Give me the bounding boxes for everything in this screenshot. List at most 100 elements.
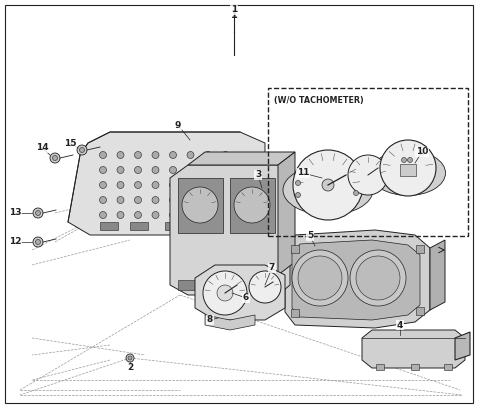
Circle shape (298, 256, 342, 300)
Circle shape (152, 166, 159, 173)
Bar (411, 364, 419, 370)
Polygon shape (285, 230, 430, 328)
Text: 1: 1 (230, 10, 238, 20)
Circle shape (322, 179, 334, 191)
Bar (268, 88, 468, 236)
Circle shape (187, 196, 194, 203)
Text: 10: 10 (416, 148, 428, 157)
Circle shape (169, 196, 177, 203)
Circle shape (203, 271, 247, 315)
Text: 3: 3 (255, 171, 261, 180)
Text: 7: 7 (269, 263, 275, 272)
Ellipse shape (283, 165, 373, 215)
Circle shape (152, 196, 159, 203)
Circle shape (117, 212, 124, 219)
Circle shape (117, 196, 124, 203)
Polygon shape (292, 240, 420, 320)
Circle shape (99, 182, 107, 189)
Circle shape (293, 150, 363, 220)
Circle shape (169, 212, 177, 219)
Circle shape (117, 182, 124, 189)
Text: 6: 6 (243, 293, 249, 302)
Text: 5: 5 (307, 231, 313, 240)
Text: 12: 12 (9, 238, 21, 247)
Text: (W/O TACHOMETER): (W/O TACHOMETER) (274, 95, 364, 104)
Circle shape (169, 152, 177, 159)
Circle shape (356, 256, 400, 300)
Circle shape (152, 182, 159, 189)
Bar (291, 245, 299, 253)
Circle shape (33, 208, 43, 218)
Circle shape (222, 182, 229, 189)
Circle shape (182, 187, 218, 223)
Bar (100, 222, 118, 230)
Bar (291, 309, 299, 317)
Text: 4: 4 (397, 321, 403, 330)
Circle shape (77, 145, 87, 155)
Circle shape (169, 182, 177, 189)
Polygon shape (430, 240, 445, 310)
Circle shape (99, 152, 107, 159)
Bar (400, 164, 416, 176)
Polygon shape (68, 132, 265, 235)
Text: 1: 1 (231, 5, 237, 14)
Circle shape (36, 210, 40, 215)
Bar (178, 178, 223, 233)
Circle shape (204, 166, 212, 173)
Circle shape (117, 166, 124, 173)
Circle shape (169, 166, 177, 173)
Circle shape (152, 212, 159, 219)
Circle shape (128, 356, 132, 360)
Circle shape (204, 212, 212, 219)
Circle shape (204, 152, 212, 159)
Circle shape (52, 155, 58, 161)
Bar (376, 364, 384, 370)
Circle shape (80, 148, 84, 152)
Text: 9: 9 (175, 120, 181, 129)
Bar (130, 222, 148, 230)
Circle shape (222, 212, 229, 219)
Circle shape (408, 157, 412, 162)
Polygon shape (362, 330, 465, 368)
Circle shape (296, 192, 300, 198)
Circle shape (117, 152, 124, 159)
Bar (230, 178, 275, 233)
Circle shape (348, 155, 388, 195)
Circle shape (134, 196, 142, 203)
Circle shape (292, 250, 348, 306)
Text: 2: 2 (127, 363, 133, 372)
Circle shape (353, 191, 359, 196)
Text: 14: 14 (36, 143, 48, 152)
Circle shape (380, 140, 436, 196)
Circle shape (217, 285, 233, 301)
Circle shape (204, 196, 212, 203)
Polygon shape (170, 165, 290, 295)
Circle shape (152, 152, 159, 159)
Ellipse shape (371, 150, 445, 196)
Circle shape (350, 250, 406, 306)
Circle shape (401, 157, 407, 162)
Circle shape (222, 196, 229, 203)
Circle shape (222, 152, 229, 159)
Circle shape (36, 240, 40, 245)
Circle shape (249, 271, 281, 303)
Circle shape (99, 212, 107, 219)
Bar (178, 280, 273, 290)
Text: 15: 15 (64, 139, 76, 148)
Circle shape (134, 182, 142, 189)
Circle shape (187, 212, 194, 219)
Bar (200, 222, 218, 230)
Circle shape (99, 196, 107, 203)
Circle shape (126, 354, 134, 362)
Circle shape (187, 182, 194, 189)
Circle shape (33, 237, 43, 247)
Circle shape (134, 166, 142, 173)
Circle shape (187, 152, 194, 159)
Circle shape (134, 212, 142, 219)
Circle shape (234, 187, 270, 223)
Text: 11: 11 (297, 169, 309, 178)
Polygon shape (188, 152, 295, 165)
Circle shape (187, 166, 194, 173)
Circle shape (50, 153, 60, 163)
Bar (444, 364, 452, 370)
